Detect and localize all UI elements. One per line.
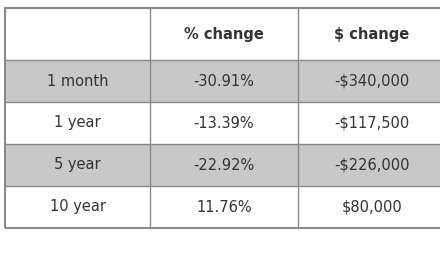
Text: -30.91%: -30.91% bbox=[194, 73, 254, 89]
Bar bbox=[298, 144, 440, 186]
Bar bbox=[5, 186, 150, 228]
Bar bbox=[298, 102, 440, 144]
Text: -22.92%: -22.92% bbox=[193, 157, 255, 173]
Bar bbox=[298, 186, 440, 228]
Bar bbox=[150, 144, 298, 186]
Bar bbox=[5, 8, 440, 60]
Bar bbox=[5, 8, 440, 228]
Text: % change: % change bbox=[184, 27, 264, 41]
Text: -$340,000: -$340,000 bbox=[334, 73, 410, 89]
Bar bbox=[5, 60, 150, 102]
Text: -$117,500: -$117,500 bbox=[334, 115, 410, 131]
Text: 10 year: 10 year bbox=[49, 199, 106, 215]
Bar bbox=[5, 144, 150, 186]
Text: 1 month: 1 month bbox=[47, 73, 108, 89]
Bar bbox=[298, 60, 440, 102]
Text: 11.76%: 11.76% bbox=[196, 199, 252, 215]
Bar bbox=[5, 102, 150, 144]
Text: $80,000: $80,000 bbox=[341, 199, 402, 215]
Text: 5 year: 5 year bbox=[54, 157, 101, 173]
Text: -$226,000: -$226,000 bbox=[334, 157, 410, 173]
Bar bbox=[150, 102, 298, 144]
Bar bbox=[150, 60, 298, 102]
Bar bbox=[150, 186, 298, 228]
Text: $ change: $ change bbox=[334, 27, 410, 41]
Text: -13.39%: -13.39% bbox=[194, 115, 254, 131]
Text: 1 year: 1 year bbox=[54, 115, 101, 131]
